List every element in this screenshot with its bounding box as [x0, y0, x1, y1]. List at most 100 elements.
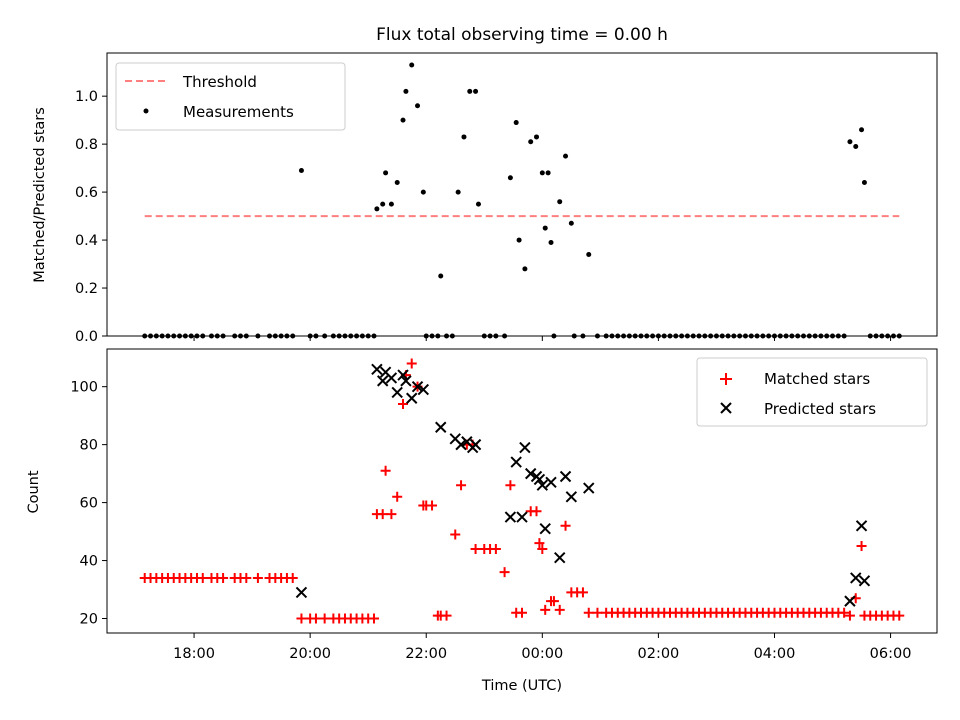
- predicted-stars-series: [295, 363, 871, 607]
- data-point: [559, 470, 572, 483]
- data-point: [385, 372, 398, 384]
- data-point: [568, 220, 574, 226]
- data-point: [583, 607, 594, 618]
- bottom-x-ticks: 18:00 20:00 22:00 00:00 02:00 04:00 06:00: [173, 633, 911, 662]
- top-y-ticks: 0.0 0.2 0.4 0.6 0.8 1.0: [75, 89, 107, 345]
- bottom-plot-area: [139, 358, 905, 624]
- data-point: [540, 604, 551, 615]
- data-point: [296, 613, 307, 624]
- data-point: [586, 251, 592, 257]
- data-point: [554, 551, 566, 564]
- predicted-legend-label: Predicted stars: [764, 400, 876, 418]
- data-point: [383, 170, 389, 176]
- data-point: [507, 175, 513, 181]
- data-point: [368, 613, 379, 624]
- data-point: [397, 369, 409, 381]
- top-panel: 0.0 0.2 0.4 0.6 0.8 1.0 Matched/Predicted sta…: [32, 52, 938, 345]
- data-point: [490, 543, 501, 554]
- data-point: [577, 587, 588, 598]
- data-point: [287, 572, 298, 583]
- data-point: [467, 88, 473, 94]
- data-point: [557, 199, 563, 205]
- y-tick-label: 0.8: [75, 137, 98, 153]
- top-axes-frame: [106, 52, 938, 337]
- data-point: [583, 482, 595, 494]
- data-point: [411, 380, 424, 393]
- matched-legend-label: Matched stars: [764, 370, 870, 388]
- data-point: [537, 543, 548, 554]
- data-point: [409, 62, 415, 68]
- data-point: [415, 103, 421, 109]
- data-point: [427, 500, 438, 511]
- y-tick-label: 60: [80, 496, 98, 512]
- data-point: [839, 607, 850, 618]
- data-point: [420, 189, 426, 195]
- data-point: [519, 441, 531, 454]
- y-tick-label: 80: [80, 438, 98, 454]
- x-tick-label: 00:00: [521, 646, 563, 662]
- data-point: [388, 201, 394, 207]
- matched-legend-swatch: [720, 373, 732, 385]
- data-point: [858, 575, 871, 587]
- data-point: [398, 399, 409, 410]
- data-point: [455, 189, 461, 195]
- data-point: [374, 206, 380, 212]
- data-point: [510, 456, 522, 468]
- top-legend-box: [115, 62, 346, 131]
- figure-title: Flux total observing time = 0.00 h: [376, 25, 668, 45]
- data-point: [406, 392, 418, 404]
- data-point: [417, 383, 430, 396]
- data-point: [533, 473, 546, 486]
- x-tick-label: 20:00: [289, 646, 331, 662]
- data-point: [197, 572, 208, 583]
- bottom-panel: 20 40 60 80 100 18:00 20:00 22:00 00:00 02:00 04:…: [26, 348, 938, 694]
- data-point: [386, 509, 397, 520]
- data-point: [856, 541, 867, 552]
- data-point: [295, 586, 308, 599]
- data-point: [592, 607, 603, 618]
- data-point: [391, 386, 403, 399]
- y-tick-label: 1.0: [75, 89, 98, 105]
- data-point: [536, 479, 549, 491]
- bottom-legend: Matched stars Predicted stars: [696, 357, 928, 427]
- y-tick-label: 0.4: [75, 233, 98, 249]
- data-point: [469, 438, 482, 451]
- bottom-axes-frame: [106, 348, 938, 634]
- y-tick-label: 0.0: [75, 329, 98, 345]
- data-point: [847, 139, 853, 145]
- data-point: [499, 567, 510, 578]
- data-point: [517, 607, 527, 618]
- data-point: [380, 465, 391, 476]
- data-point: [473, 88, 479, 94]
- data-point: [563, 153, 569, 159]
- data-point: [475, 201, 481, 207]
- data-point: [298, 168, 304, 174]
- data-point: [241, 572, 252, 583]
- data-point: [859, 127, 865, 133]
- bottom-legend-box: [696, 357, 928, 427]
- y-tick-label: 100: [70, 380, 98, 396]
- data-point: [516, 511, 528, 523]
- data-point: [400, 117, 406, 123]
- data-point: [371, 363, 383, 375]
- data-point: [524, 467, 537, 480]
- data-point: [377, 509, 388, 520]
- data-point: [461, 134, 467, 140]
- data-point: [441, 610, 452, 621]
- data-point: [218, 572, 229, 583]
- data-point: [545, 170, 551, 176]
- data-point: [534, 134, 540, 140]
- data-point: [542, 225, 548, 231]
- data-point: [505, 480, 516, 491]
- data-point: [861, 180, 867, 186]
- data-point: [435, 421, 447, 433]
- y-tick-label: 0.2: [75, 281, 98, 297]
- data-point: [855, 520, 868, 532]
- data-point: [319, 613, 330, 624]
- x-tick-label: 18:00: [173, 646, 215, 662]
- data-point: [504, 511, 517, 523]
- data-point: [522, 266, 528, 272]
- data-point: [513, 120, 519, 126]
- data-point: [438, 273, 444, 279]
- data-point: [516, 237, 522, 243]
